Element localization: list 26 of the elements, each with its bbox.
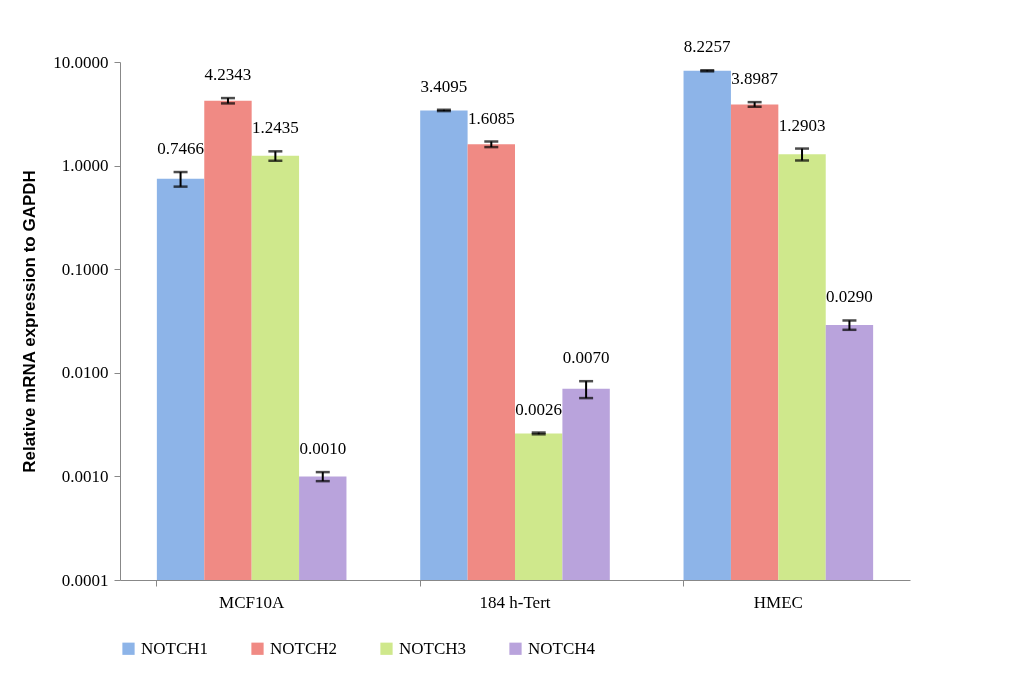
y-tick-label: 0.0001 [61, 570, 109, 590]
legend-label: NOTCH2 [270, 638, 338, 658]
x-tick-label: 184 h-Tert [479, 592, 551, 612]
data-label: 0.0026 [515, 399, 563, 419]
data-label: 0.7466 [157, 139, 204, 159]
x-tick-label: HMEC [753, 592, 803, 612]
x-tick-label: MCF10A [219, 592, 285, 612]
y-tick-label: 1.0000 [61, 156, 109, 176]
data-label: 1.6085 [467, 108, 515, 128]
y-tick-label: 10.0000 [53, 52, 109, 72]
legend-label: NOTCH1 [141, 638, 209, 658]
legend-label: NOTCH4 [528, 638, 596, 658]
data-label: 0.0070 [562, 348, 610, 368]
data-label: 4.2343 [204, 65, 252, 85]
data-label: 8.2257 [683, 37, 732, 57]
y-tick-label: 0.0010 [61, 466, 109, 486]
legend-label: NOTCH3 [399, 638, 467, 658]
data-label: 0.0290 [826, 287, 873, 307]
data-label: 1.2903 [778, 115, 826, 135]
y-tick-label: 0.1000 [61, 259, 109, 279]
data-label: 0.0010 [299, 439, 347, 459]
data-label: 3.8987 [731, 69, 779, 89]
y-axis-title: Relative mRNA expression to GAPDH [20, 170, 40, 473]
data-label: 1.2435 [251, 118, 299, 138]
y-tick-label: 0.0100 [61, 363, 109, 383]
data-label: 3.4095 [420, 76, 468, 96]
